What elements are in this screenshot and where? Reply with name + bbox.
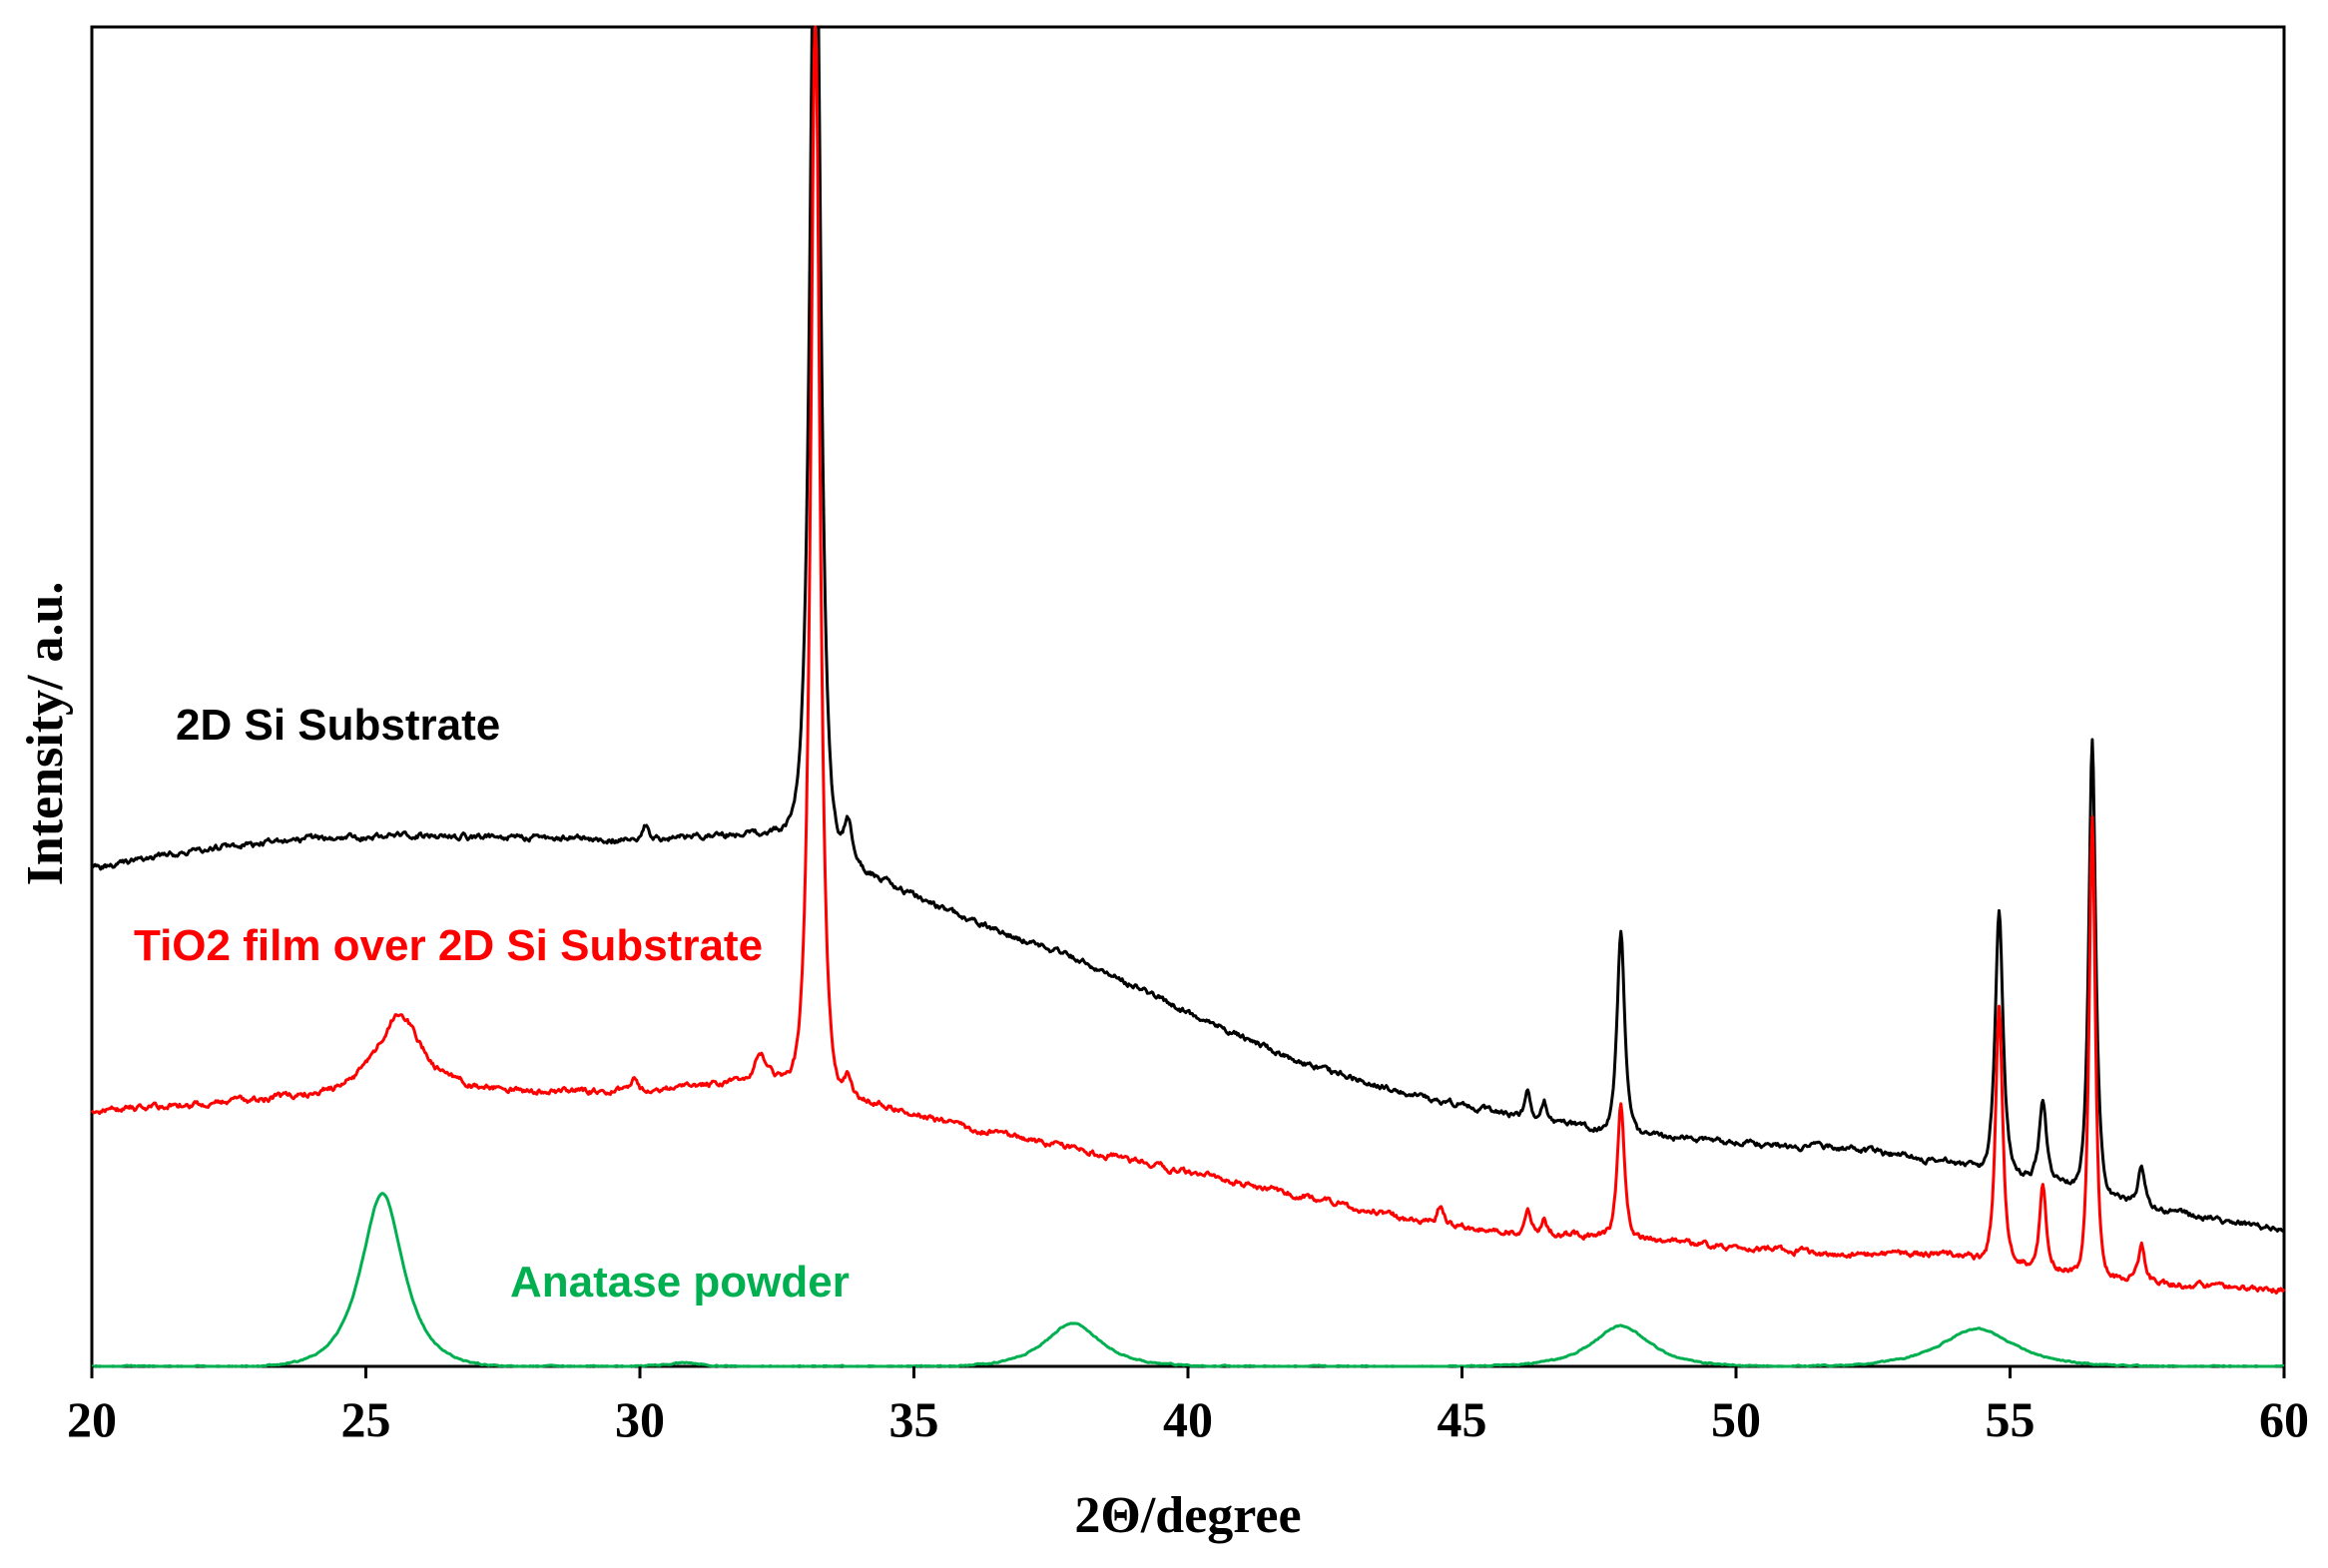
x-tick-label: 60 [2259,1391,2309,1447]
x-tick-label: 35 [889,1391,939,1447]
label-tio2-film: TiO2 film over 2D Si Substrate [134,921,763,970]
label-anatase-powder: Anatase powder [510,1258,850,1307]
y-axis-title: Intensity/ a.u. [17,582,74,886]
x-tick-label: 30 [615,1391,665,1447]
x-tick-label: 55 [1986,1391,2036,1447]
x-tick-label: 20 [67,1391,117,1447]
series-line-tio2-film [90,25,2286,1295]
series-line-2d-si-substrate [91,25,2285,1233]
x-tick-label: 50 [1711,1391,1761,1447]
label-2d-si-substrate: 2D Si Substrate [176,701,500,750]
x-axis-title: 2Θ/degree [1074,1487,1301,1544]
x-tick-label: 45 [1438,1391,1487,1447]
x-tick-label: 25 [341,1391,391,1447]
plot-area [90,25,2286,1368]
x-tick-label: 40 [1163,1391,1213,1447]
x-axis-ticks: 20 25 30 35 40 45 50 55 60 [67,1366,2309,1447]
series-layer [90,25,2286,1368]
series-line-anatase-powder [91,1192,2285,1368]
